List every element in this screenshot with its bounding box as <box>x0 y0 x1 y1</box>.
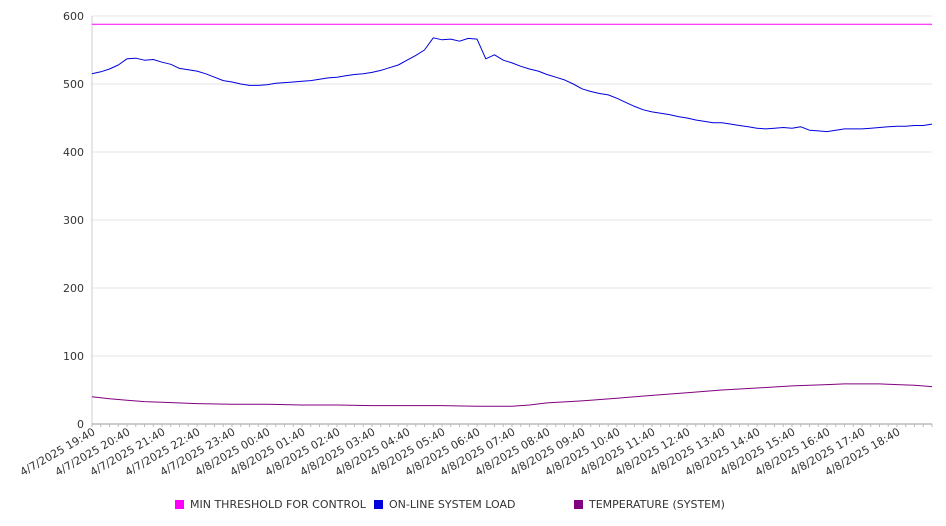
y-tick-label: 0 <box>77 418 84 431</box>
legend-swatch-temperature <box>574 500 583 509</box>
y-tick-label: 600 <box>63 10 84 23</box>
legend-label-system-load: ON-LINE SYSTEM LOAD <box>389 498 516 511</box>
axes <box>91 16 933 427</box>
y-tick-label: 300 <box>63 214 84 227</box>
legend-swatch-system-load <box>374 500 383 509</box>
legend-label-temperature: TEMPERATURE (SYSTEM) <box>589 498 725 511</box>
series-line-system-load <box>91 37 933 133</box>
legend-swatch-min-threshold <box>175 500 184 509</box>
legend-item-system-load[interactable]: ON-LINE SYSTEM LOAD <box>374 498 515 511</box>
legend-item-temperature[interactable]: TEMPERATURE (SYSTEM) <box>574 498 725 511</box>
gridlines <box>92 15 932 357</box>
legend-label-min-threshold: MIN THRESHOLD FOR CONTROL <box>190 498 366 511</box>
y-tick-label: 200 <box>63 282 84 295</box>
series-lines <box>91 23 933 407</box>
y-tick-labels: 0 100 200 300 400 500 600 <box>63 10 84 431</box>
legend-item-min-threshold[interactable]: MIN THRESHOLD FOR CONTROL <box>175 498 366 511</box>
legend: MIN THRESHOLD FOR CONTROL ON-LINE SYSTEM… <box>0 498 946 514</box>
y-tick-label: 100 <box>63 350 84 363</box>
x-tick-labels: 4/7/2025 19:404/7/2025 20:404/7/2025 21:… <box>18 425 903 479</box>
series-line-temperature <box>91 383 933 407</box>
y-tick-label: 500 <box>63 78 84 91</box>
y-tick-label: 400 <box>63 146 84 159</box>
